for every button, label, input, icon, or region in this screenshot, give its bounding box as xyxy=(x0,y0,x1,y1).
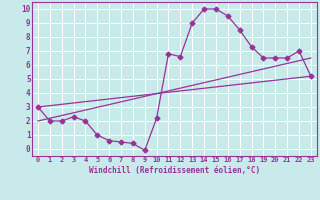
X-axis label: Windchill (Refroidissement éolien,°C): Windchill (Refroidissement éolien,°C) xyxy=(89,166,260,175)
